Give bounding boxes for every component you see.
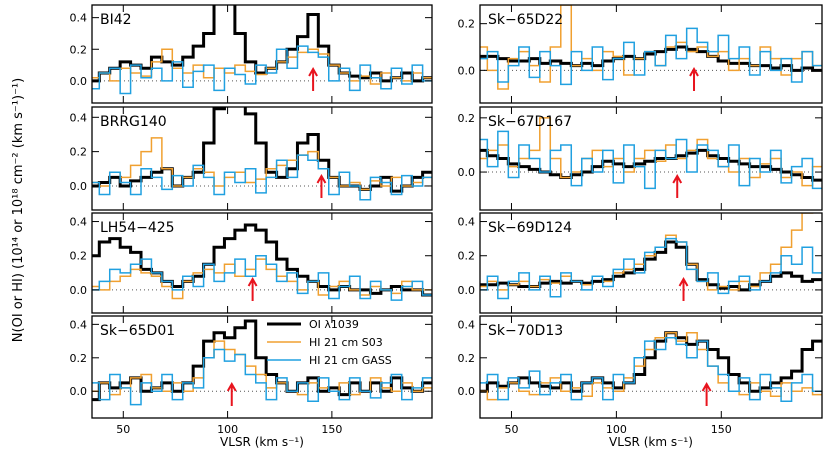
velocity-arrow [689, 66, 699, 91]
y-tick-label: 0.0 [70, 385, 88, 398]
x-axis-label: VLSR (km s⁻¹) [609, 435, 693, 449]
panel-title: Sk−69D124 [488, 220, 572, 236]
data-line [92, 348, 432, 406]
data-line [480, 237, 822, 300]
data-line [92, 48, 432, 85]
data-line [92, 340, 432, 396]
panel-title: Sk−65D01 [100, 323, 175, 339]
y-tick-label: 0.4 [70, 216, 88, 229]
data-line [480, 148, 822, 182]
plot-area [92, 223, 432, 301]
y-tick-label: 0.4 [70, 12, 88, 25]
data-line [92, 107, 432, 193]
panel: 0.0 0.2 0.4 50 100 150 Sk−65D01 OI λ1039 HI 21 c… [70, 315, 433, 436]
data-line [480, 130, 822, 190]
y-tick-label: 0.2 [458, 112, 476, 125]
y-tick-label: 0.0 [458, 284, 476, 297]
panel: 0.0 0.2 Sk−65D22 [458, 4, 823, 104]
axes-frame [479, 106, 823, 211]
data-line [480, 331, 822, 393]
velocity-arrow [316, 173, 327, 198]
y-tick-label: 0.0 [70, 180, 88, 193]
data-line [480, 336, 822, 403]
data-line [92, 319, 432, 402]
panel-title: Sk−70D13 [488, 323, 563, 339]
panel: 0.0 0.2 Sk−67D167 [458, 106, 823, 211]
plot-area [92, 5, 432, 95]
x-tick-label: 100 [606, 423, 627, 436]
x-tick-label: 50 [116, 423, 130, 436]
data-line [480, 331, 822, 401]
plot-area [92, 107, 432, 201]
x-tick-label: 50 [504, 423, 518, 436]
y-tick-label: 0.2 [458, 18, 476, 31]
velocity-arrow [247, 276, 258, 301]
axes-frame [91, 315, 433, 419]
data-line [480, 27, 822, 86]
plot-area [480, 213, 822, 300]
y-tick-label: 0.4 [458, 216, 476, 229]
y-tick-label: 0.4 [70, 111, 88, 124]
panel: 0.0 0.2 0.4 Sk−69D124 [458, 212, 823, 314]
y-axis-label: N(OI or HI) (10¹⁴ or 10¹⁸ cm⁻² (km s⁻¹)⁻… [11, 78, 26, 342]
legend-label: HI 21 cm GASS [309, 354, 392, 367]
plot-area [92, 319, 432, 406]
data-line [480, 213, 814, 291]
axes-frame [91, 106, 433, 211]
legend-label: OI λ1039 [309, 318, 359, 331]
axes-frame [479, 315, 823, 419]
panel-title: Sk−65D22 [488, 12, 563, 28]
y-tick-label: 0.2 [70, 146, 88, 159]
y-tick-label: 0.2 [458, 352, 476, 365]
panel-title: Sk−67D167 [488, 114, 572, 130]
y-tick-label: 0.0 [458, 385, 476, 398]
data-line [92, 45, 432, 95]
axes-frame [91, 212, 433, 314]
panel: 0.0 0.2 0.4 50 100 150 Sk−70D13 [458, 315, 823, 436]
data-line [480, 117, 822, 187]
y-tick-label: 0.2 [70, 352, 88, 365]
panel: 0.0 0.2 0.4 BI42 [70, 4, 433, 104]
plot-area [480, 331, 822, 403]
y-tick-label: 0.4 [70, 318, 88, 331]
data-line [92, 254, 432, 301]
velocity-arrow [672, 173, 683, 198]
y-tick-label: 0.0 [458, 166, 476, 179]
panel-title: LH54−425 [100, 220, 175, 236]
legend-label: HI 21 cm S03 [309, 336, 383, 349]
plot-area [480, 5, 822, 90]
y-tick-label: 0.2 [70, 43, 88, 56]
y-tick-label: 0.0 [458, 64, 476, 77]
velocity-arrow [701, 381, 712, 406]
x-tick-label: 150 [321, 423, 342, 436]
data-line [92, 5, 432, 83]
x-axis-label: VLSR (km s⁻¹) [220, 435, 304, 449]
data-line [92, 154, 432, 201]
x-tick-label: 100 [217, 423, 238, 436]
y-tick-label: 0.2 [458, 250, 476, 263]
panel: 0.0 0.2 0.4 BRRG140 [70, 106, 433, 211]
y-tick-label: 0.4 [458, 318, 476, 331]
plot-area [480, 117, 822, 190]
panel-title: BI42 [100, 12, 132, 28]
velocity-arrow [678, 276, 689, 301]
y-tick-label: 0.0 [70, 75, 88, 88]
data-line [480, 45, 822, 72]
x-tick-label: 150 [711, 423, 732, 436]
panel: 0.0 0.2 0.4 LH54−425 [70, 212, 433, 314]
velocity-arrow [226, 381, 237, 406]
y-tick-label: 0.2 [70, 250, 88, 263]
panel-title: BRRG140 [100, 114, 167, 130]
y-tick-label: 0.0 [70, 284, 88, 297]
axes-frame [479, 212, 823, 314]
data-line [92, 137, 432, 191]
axes-frame [479, 4, 823, 104]
velocity-arrow [308, 66, 318, 91]
axes-frame [91, 4, 433, 104]
